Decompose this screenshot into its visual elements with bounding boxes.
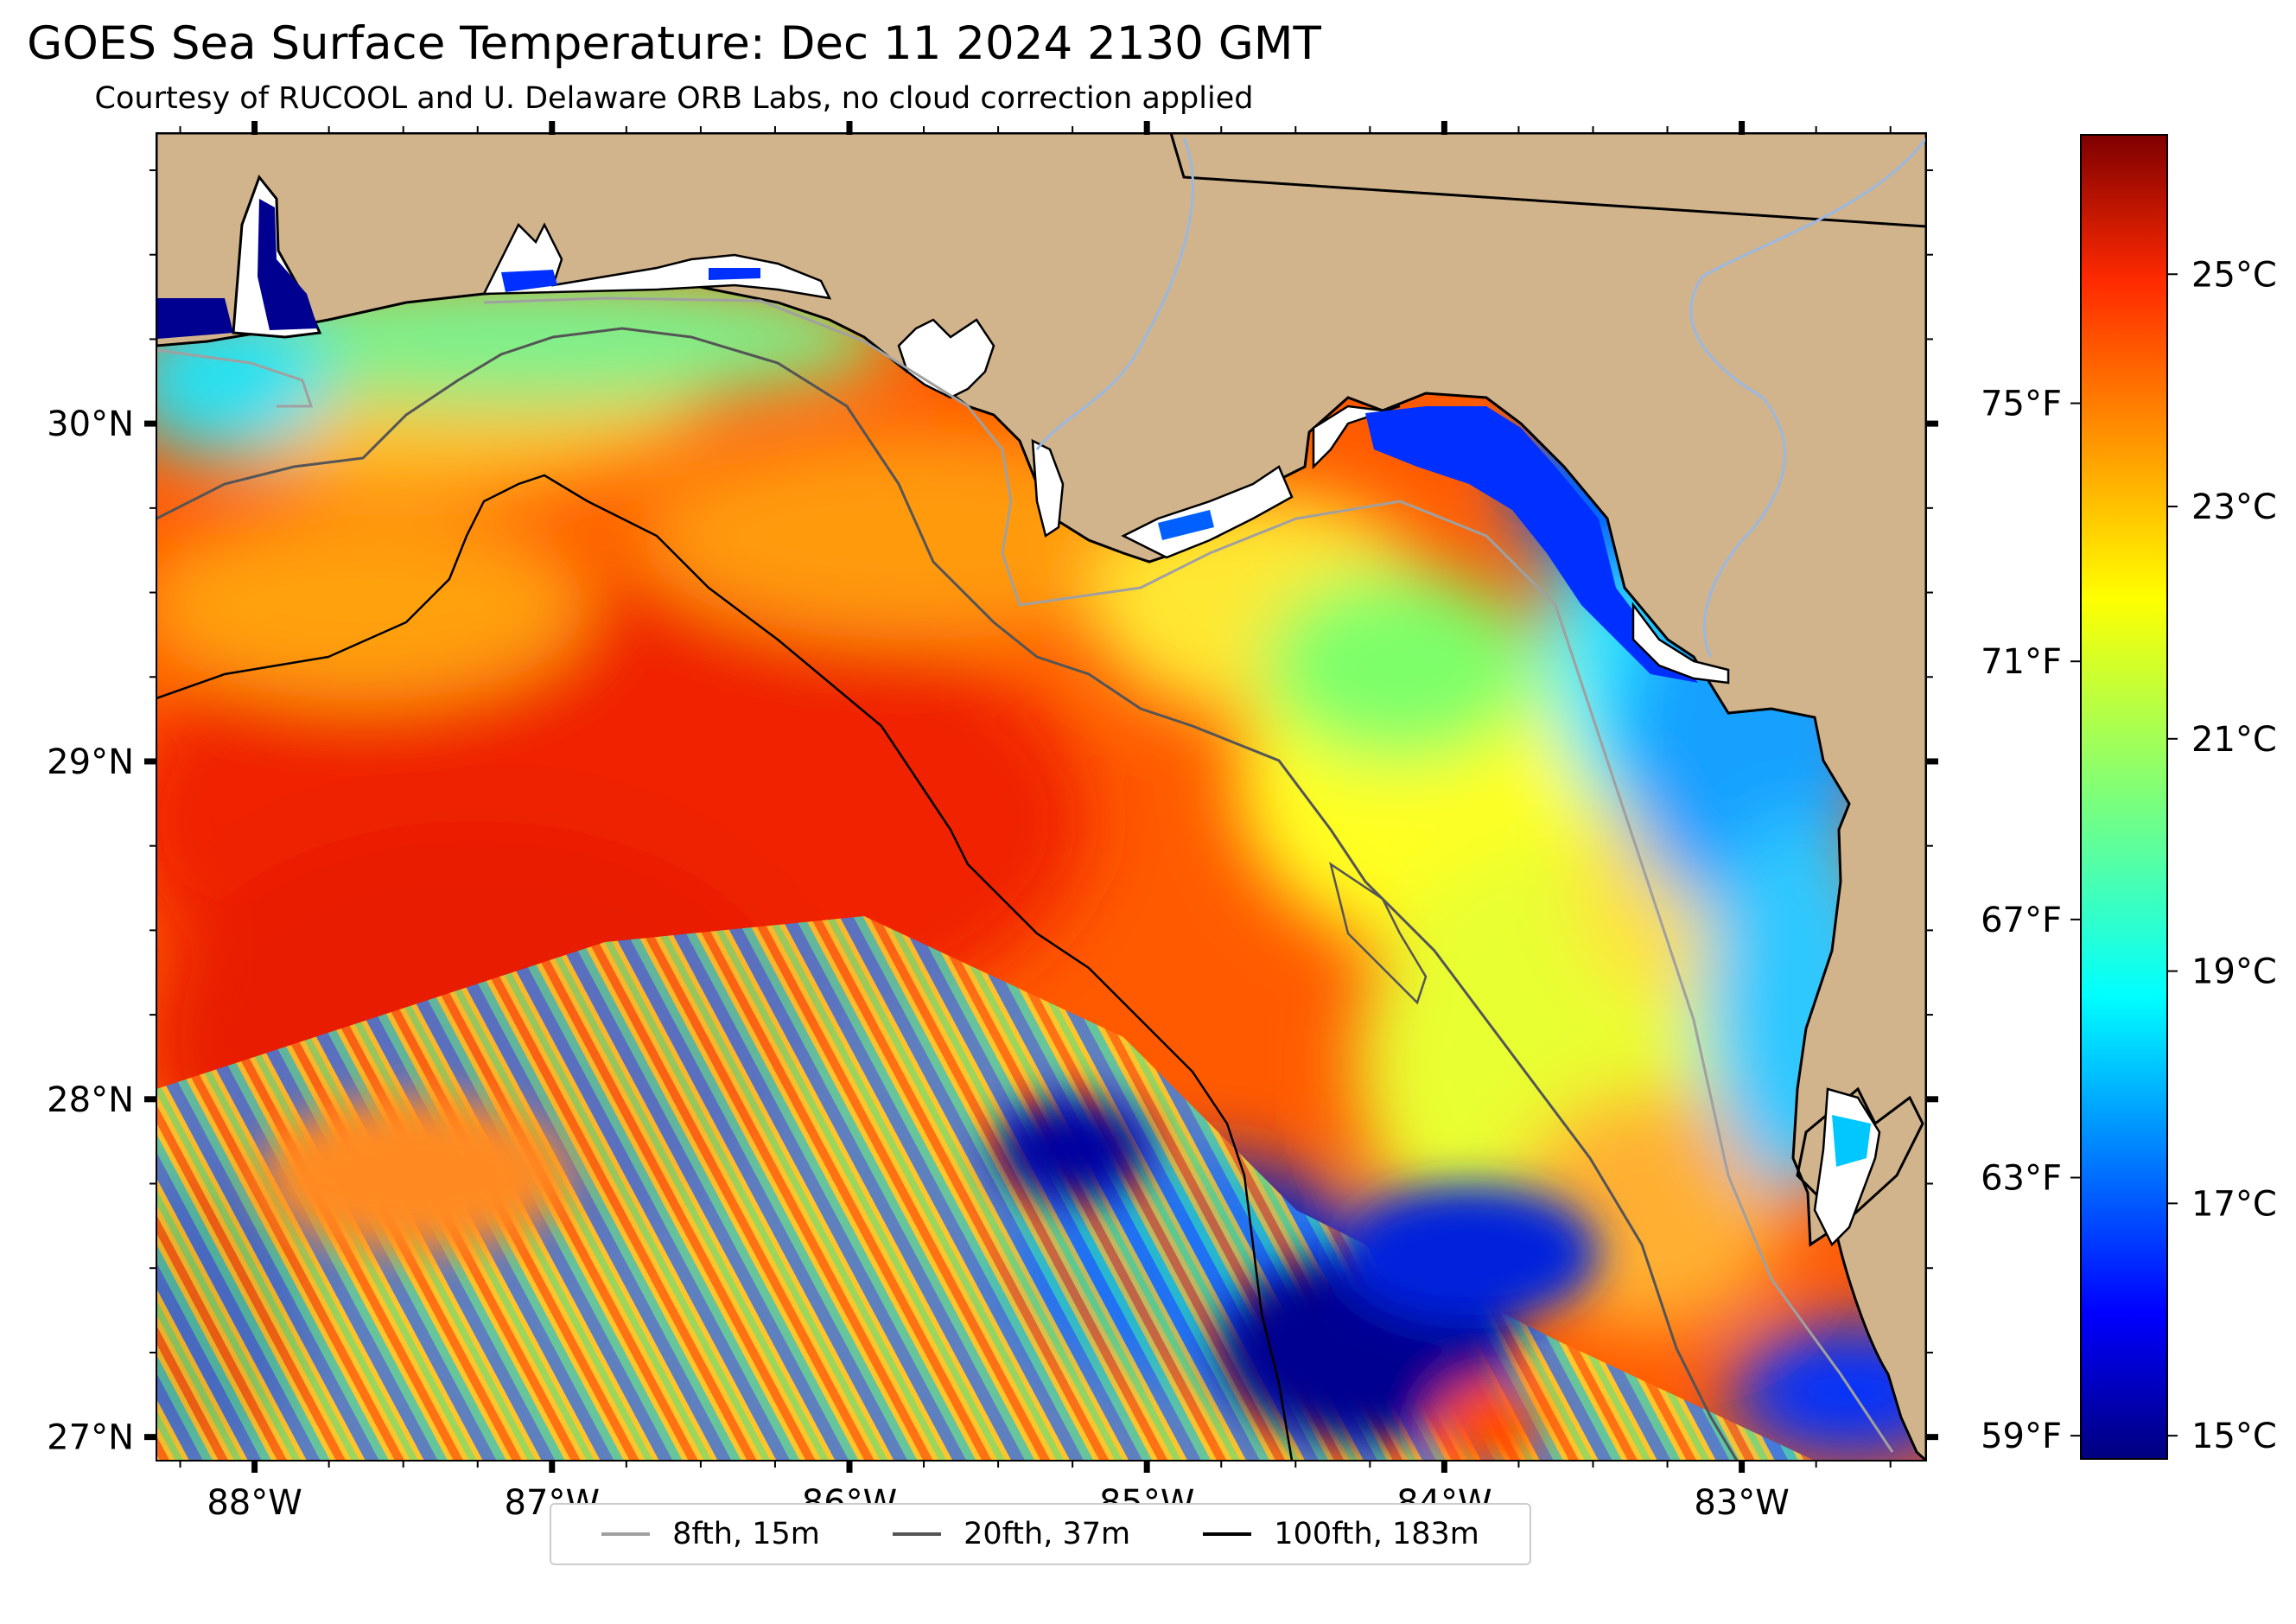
legend-line-8fth: [601, 1532, 651, 1536]
lat-tick-label: 28°N: [47, 1080, 134, 1120]
colorbar-c-label: 19°C: [2191, 952, 2277, 992]
map-frame: [156, 132, 1927, 1462]
legend-item-20fth: 20fth, 37m: [893, 1517, 1130, 1551]
lat-tick-label: 30°N: [47, 404, 134, 444]
colorbar-c-label: 23°C: [2191, 487, 2277, 527]
lon-tick-label: 83°W: [1694, 1483, 1789, 1523]
legend-item-100fth: 100fth, 183m: [1203, 1517, 1479, 1551]
colorbar-f-label: 75°F: [1981, 385, 2062, 424]
latitude-axis: 30°N 29°N 28°N 27°N: [47, 169, 1938, 1458]
legend-item-8fth: 8fth, 15m: [601, 1517, 820, 1551]
lat-tick-label: 27°N: [47, 1418, 134, 1458]
map-subtitle: Courtesy of RUCOOL and U. Delaware ORB L…: [94, 81, 1254, 116]
legend-label-100fth: 100fth, 183m: [1274, 1517, 1479, 1551]
colorbar-f-label: 67°F: [1981, 901, 2062, 940]
legend-label-20fth: 20fth, 37m: [964, 1517, 1131, 1551]
colorbar-gradient: [2080, 134, 2168, 1460]
legend-label-8fth: 8fth, 15m: [672, 1517, 820, 1551]
map-title: GOES Sea Surface Temperature: Dec 11 202…: [27, 17, 1321, 70]
depth-contours: [156, 296, 1894, 1461]
legend-line-20fth: [893, 1532, 942, 1536]
sst-field: [156, 133, 1926, 1461]
colorbar-f-label: 71°F: [1981, 642, 2062, 682]
colorbar-celsius-ticks: 25°C 23°C 21°C 19°C 17°C 15°C: [2167, 255, 2277, 1456]
lon-tick-label: 88°W: [207, 1483, 302, 1523]
colorbar-c-label: 15°C: [2191, 1417, 2277, 1456]
colorbar-f-label: 63°F: [1981, 1158, 2062, 1198]
colorbar-c-label: 25°C: [2191, 255, 2277, 295]
colorbar-c-label: 17°C: [2191, 1184, 2277, 1224]
legend-line-100fth: [1203, 1532, 1252, 1536]
colorbar: 25°C 23°C 21°C 19°C 17°C 15°C 75°F 71°F 67°F 63°…: [1981, 134, 2277, 1460]
land-mass: [156, 133, 1926, 1461]
depth-legend: 8fth, 15m 20fth, 37m 100fth, 183m: [550, 1503, 1531, 1565]
lat-tick-label: 29°N: [47, 742, 134, 782]
colorbar-fahrenheit-ticks: 75°F 71°F 67°F 63°F 59°F: [1981, 385, 2081, 1456]
colorbar-f-label: 59°F: [1981, 1417, 2062, 1456]
colorbar-c-label: 21°C: [2191, 720, 2277, 760]
